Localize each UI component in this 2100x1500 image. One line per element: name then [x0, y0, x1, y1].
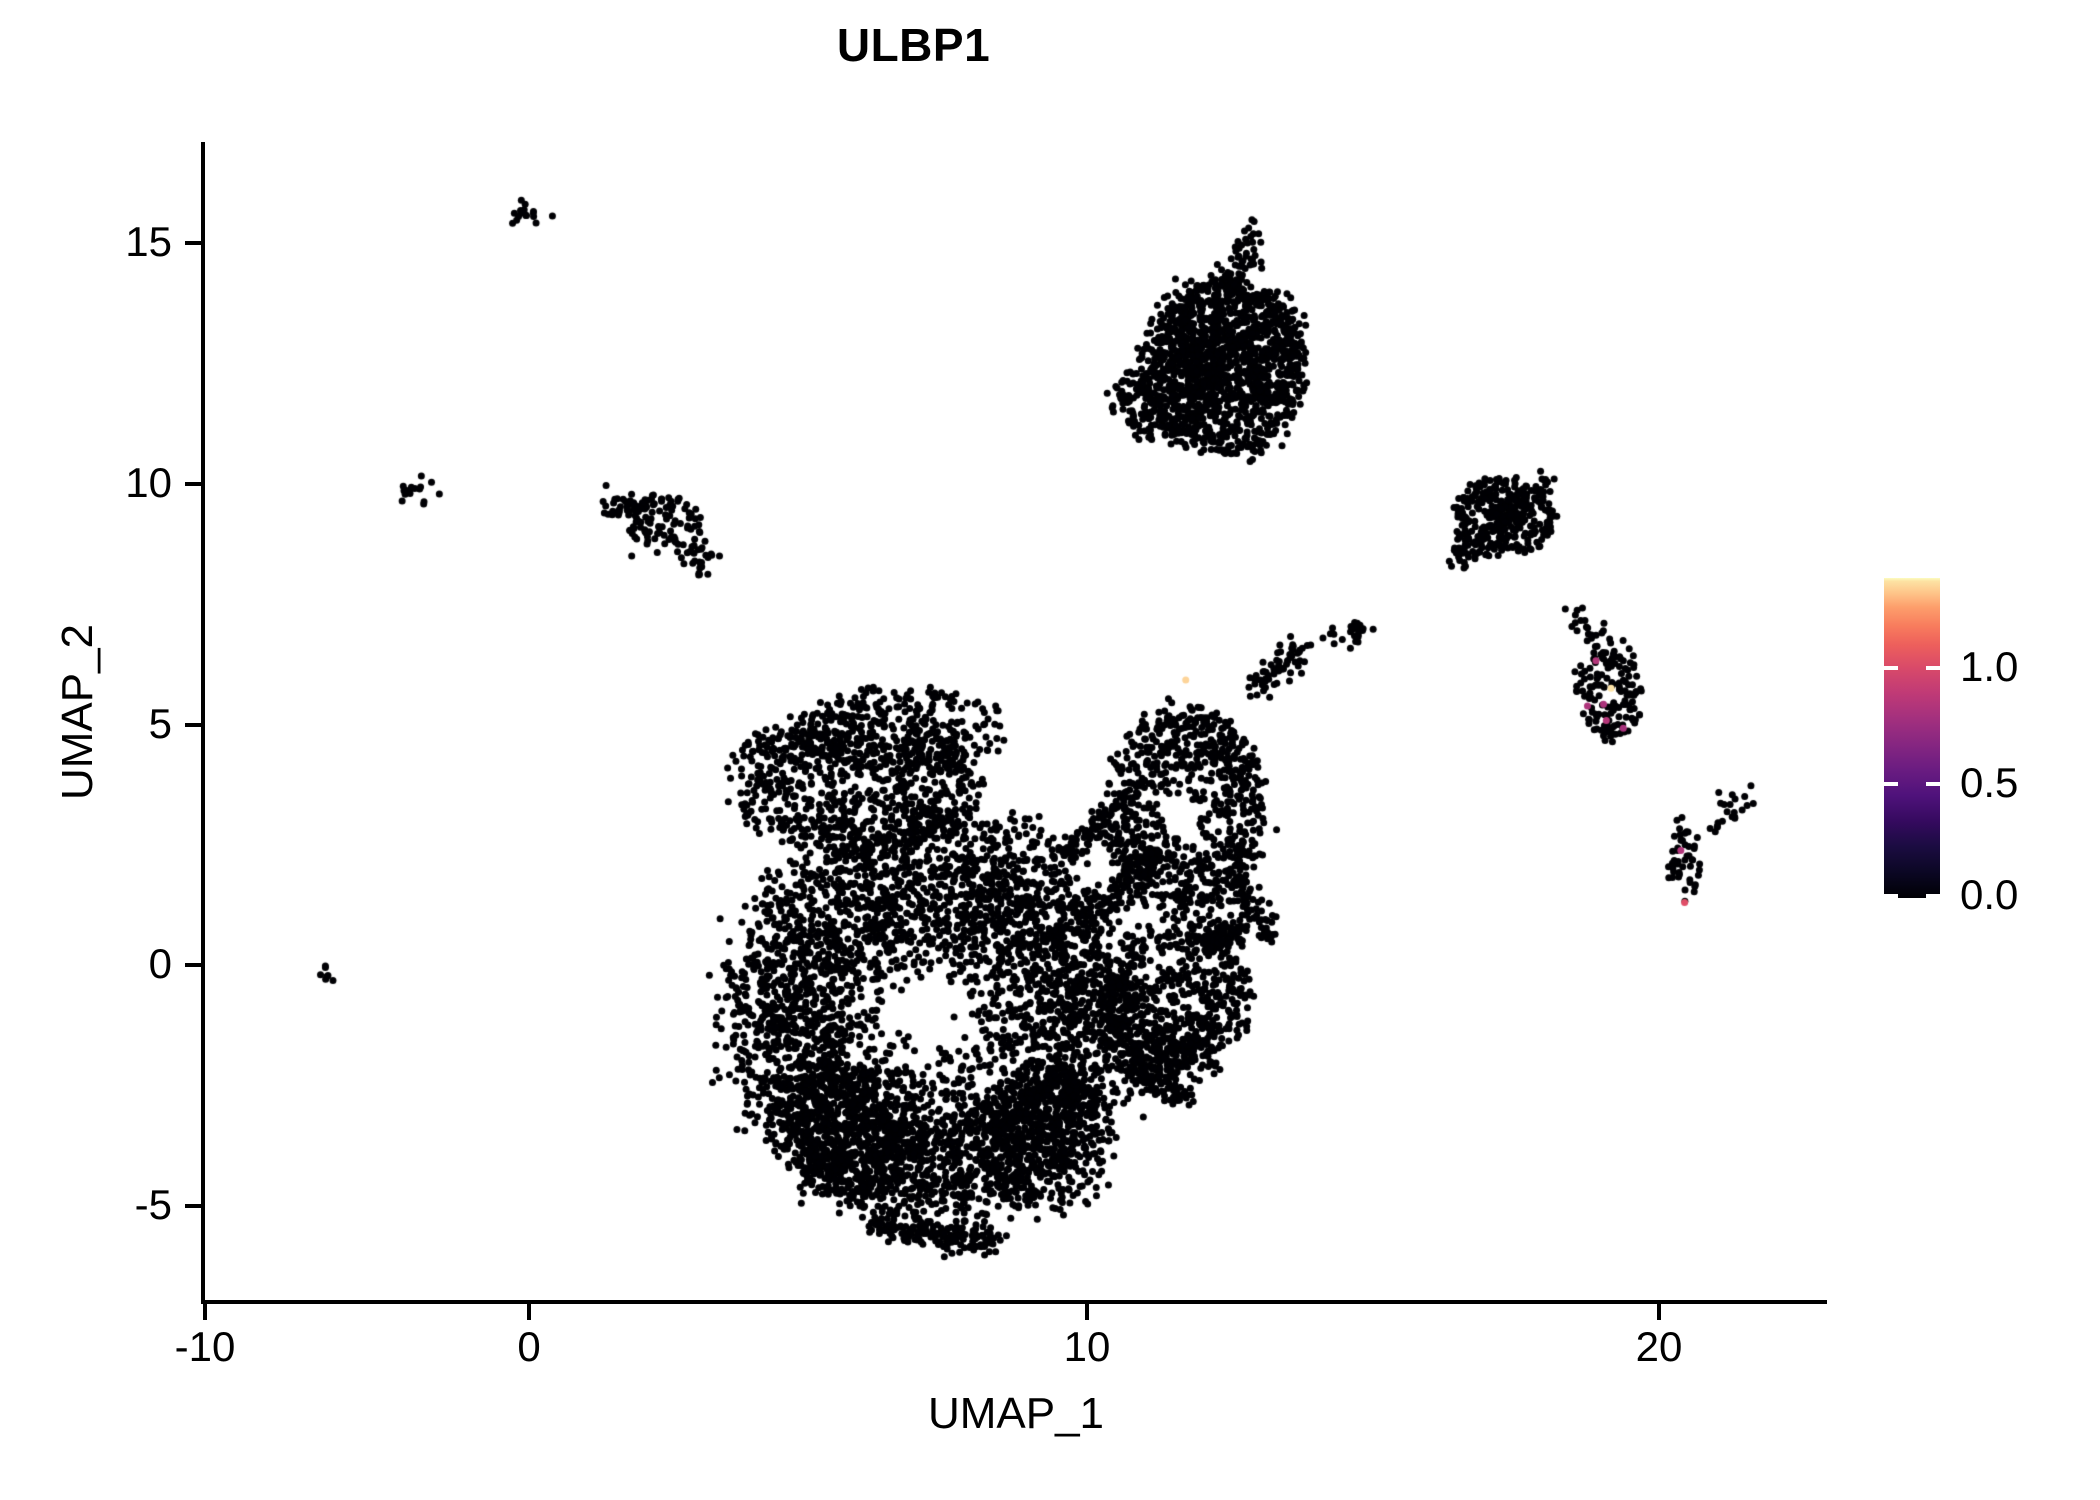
colorbar-tick-left-0-5	[1884, 782, 1898, 786]
colorbar-gradient	[1884, 578, 1940, 898]
scatter-plot-canvas	[205, 142, 1827, 1302]
colorbar-label-1: 1.0	[1960, 643, 2019, 690]
y-tick-label-10: 10	[125, 459, 172, 506]
y-tick-5	[185, 723, 201, 727]
x-tick-label-wrap-20: 20	[1559, 1326, 1759, 1368]
colorbar-tick-right-1	[1926, 666, 1940, 670]
colorbar-tick-right-0-5	[1926, 782, 1940, 786]
y-tick-label-wrap-0: 0	[0, 943, 172, 985]
x-axis-line	[201, 1300, 1827, 1304]
y-tick-label-wrap-5: 5	[0, 703, 172, 745]
y-tick-label-wrap-15: 15	[0, 221, 172, 263]
y-tick-label-wrap--5: -5	[0, 1184, 172, 1226]
x-tick-0	[527, 1304, 531, 1320]
x-tick-label-wrap-10: 10	[987, 1326, 1187, 1368]
y-tick-label-15: 15	[125, 218, 172, 265]
x-tick-label--10: -10	[174, 1323, 236, 1370]
y-tick-label-0: 0	[148, 940, 172, 987]
y-tick-15	[185, 241, 201, 245]
x-tick-label-wrap-0: 0	[429, 1326, 629, 1368]
colorbar-tick-right-0	[1926, 894, 1940, 898]
y-tick-label-5: 5	[148, 700, 172, 747]
page-title: ULBP1	[836, 19, 991, 71]
y-axis-title: UMAP_2	[53, 623, 102, 801]
x-tick-20	[1657, 1304, 1661, 1320]
colorbar-label-0-5: 0.5	[1960, 759, 2019, 806]
x-tick-label-10: 10	[1063, 1323, 1111, 1370]
x-tick-label-0: 0	[517, 1323, 541, 1370]
x-axis-title: UMAP_1	[927, 1389, 1105, 1438]
colorbar-legend: 1.0 0.5 0.0	[1884, 578, 2084, 916]
colorbar-tick-left-1	[1884, 666, 1898, 670]
colorbar-tick-left-0	[1884, 894, 1898, 898]
y-tick-0	[185, 963, 201, 967]
colorbar-label-0: 0.0	[1960, 871, 2019, 918]
x-tick-label-20: 20	[1635, 1323, 1683, 1370]
y-tick-10	[185, 482, 201, 486]
y-tick-label-wrap-10: 10	[0, 462, 172, 504]
y-axis-line	[201, 142, 205, 1304]
x-tick--10	[203, 1304, 207, 1320]
y-tick--5	[185, 1204, 201, 1208]
x-tick-label-wrap--10: -10	[105, 1326, 305, 1368]
y-tick-label--5: -5	[134, 1181, 172, 1228]
x-tick-10	[1085, 1304, 1089, 1320]
